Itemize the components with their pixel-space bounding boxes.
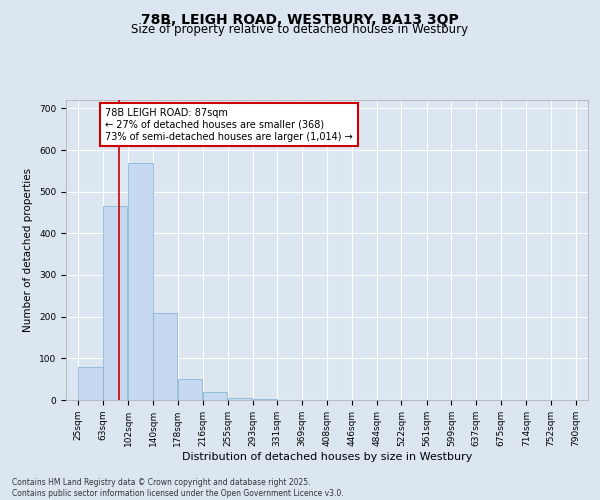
Text: Size of property relative to detached houses in Westbury: Size of property relative to detached ho…	[131, 24, 469, 36]
Bar	[203, 392, 227, 400]
Bar	[128, 162, 153, 400]
Bar	[153, 312, 178, 400]
Text: Contains HM Land Registry data © Crown copyright and database right 2025.
Contai: Contains HM Land Registry data © Crown c…	[12, 478, 344, 498]
Bar	[228, 398, 252, 400]
Bar	[253, 399, 277, 400]
Y-axis label: Number of detached properties: Number of detached properties	[23, 168, 34, 332]
Bar	[103, 206, 127, 400]
X-axis label: Distribution of detached houses by size in Westbury: Distribution of detached houses by size …	[182, 452, 472, 462]
Text: 78B LEIGH ROAD: 87sqm
← 27% of detached houses are smaller (368)
73% of semi-det: 78B LEIGH ROAD: 87sqm ← 27% of detached …	[105, 108, 353, 142]
Text: 78B, LEIGH ROAD, WESTBURY, BA13 3QP: 78B, LEIGH ROAD, WESTBURY, BA13 3QP	[141, 12, 459, 26]
Bar	[178, 379, 202, 400]
Bar	[79, 366, 103, 400]
